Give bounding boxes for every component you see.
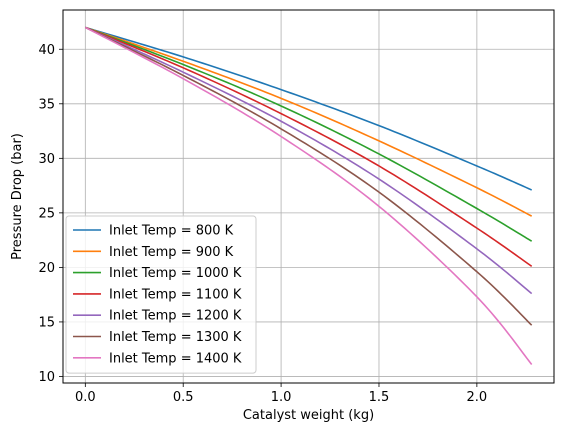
y-tick-label: 20 xyxy=(38,261,55,276)
y-tick-label: 35 xyxy=(38,97,55,112)
legend-label: Inlet Temp = 1000 K xyxy=(109,266,242,281)
x-tick-label: 0.5 xyxy=(173,390,194,405)
series-line-1 xyxy=(85,26,533,191)
series-line-5 xyxy=(84,26,533,295)
x-axis-label: Catalyst weight (kg) xyxy=(243,408,374,423)
legend-label: Inlet Temp = 1300 K xyxy=(109,330,242,345)
x-tick-label: 1.0 xyxy=(271,390,292,405)
y-tick-label: 40 xyxy=(38,43,55,58)
y-tick-label: 30 xyxy=(38,152,55,167)
x-tick-label: 2.0 xyxy=(467,390,488,405)
series-line-2 xyxy=(85,26,533,217)
legend: Inlet Temp = 800 K Inlet Temp = 900 K Inle… xyxy=(65,215,257,374)
legend-label: Inlet Temp = 800 K xyxy=(109,224,234,239)
series-line-4 xyxy=(85,26,533,267)
legend-label: Inlet Temp = 1200 K xyxy=(109,309,242,324)
y-tick-label: 10 xyxy=(38,370,55,385)
series-line-3 xyxy=(85,26,533,242)
legend-label: Inlet Temp = 1100 K xyxy=(109,287,242,302)
series-line-7 xyxy=(84,26,533,365)
series-line-6 xyxy=(84,26,533,326)
legend-box xyxy=(65,215,257,374)
plot-frame xyxy=(62,9,555,384)
legend-label: Inlet Temp = 1400 K xyxy=(109,351,242,366)
y-axis-label: Pressure Drop (bar) xyxy=(10,133,25,260)
x-tick-label: 1.5 xyxy=(369,390,390,405)
x-tick-label: 0.0 xyxy=(75,390,96,405)
y-tick-label: 25 xyxy=(38,206,55,221)
legend-label: Inlet Temp = 900 K xyxy=(109,245,234,260)
series-lines xyxy=(84,26,533,365)
axis-ticks: 0.0 0.5 1.0 1.5 2.0 10 15 20 25 30 35 40 xyxy=(38,43,487,405)
y-tick-label: 15 xyxy=(38,315,55,330)
